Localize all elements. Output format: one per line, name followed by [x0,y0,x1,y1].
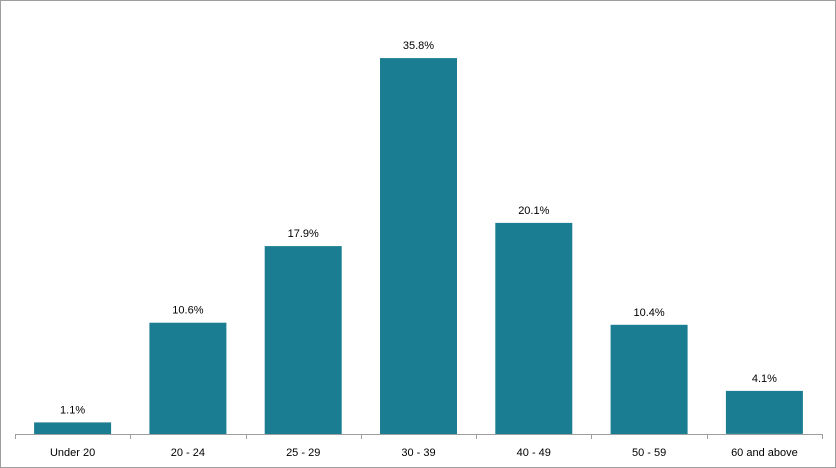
x-tick-label-6: 60 and above [731,447,798,459]
bar-6 [725,390,803,434]
x-tick-labels: Under 20 20 - 24 25 - 29 30 - 39 40 - 49 50 -… [50,447,798,459]
data-label-0: 1.1% [60,404,85,416]
bar-3 [380,58,457,434]
data-label-1: 10.6% [172,305,203,317]
x-tick-label-2: 25 - 29 [286,447,320,459]
bar-1 [149,322,227,434]
data-label-5: 10.4% [633,307,664,319]
x-tick-label-5: 50 - 59 [632,447,666,459]
bar-0 [34,422,112,434]
x-tick-label-1: 20 - 24 [171,447,205,459]
bars-group [34,58,803,434]
bar-5 [610,324,688,434]
x-axis [15,434,823,439]
data-label-4: 20.1% [518,205,549,217]
data-labels-group: 1.1% 10.6% 17.9% 35.8% 20.1% 10.4% 4.1% [60,40,777,416]
data-label-2: 17.9% [288,228,319,240]
bar-4 [495,222,573,434]
x-tick-label-3: 30 - 39 [401,447,435,459]
data-label-6: 4.1% [752,373,777,385]
x-tick-label-0: Under 20 [50,447,95,459]
data-label-3: 35.8% [403,40,434,52]
bar-2 [264,246,342,434]
x-tick-label-4: 40 - 49 [517,447,551,459]
